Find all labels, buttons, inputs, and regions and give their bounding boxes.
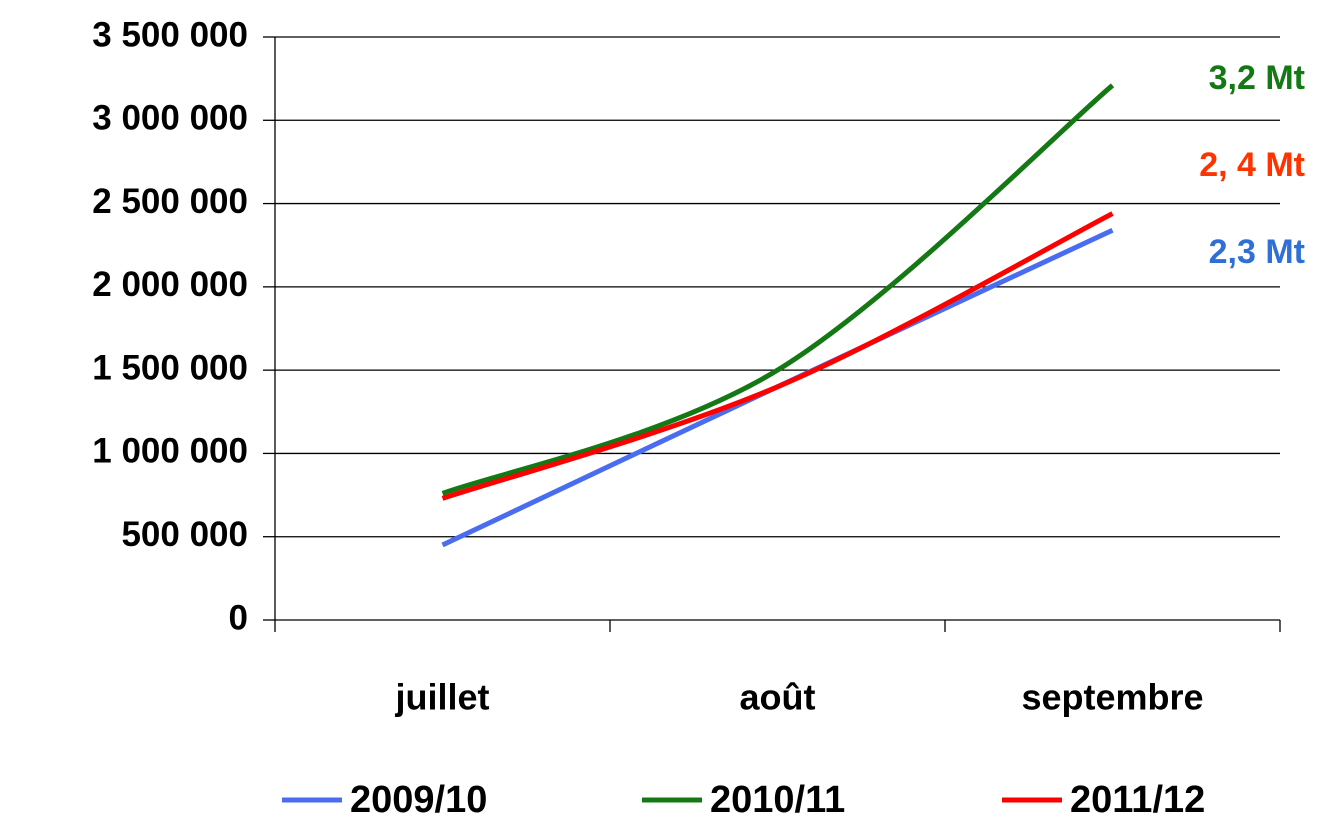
- y-tick-label: 3 000 000: [92, 99, 248, 138]
- x-tick-label: août: [740, 677, 816, 718]
- y-tick-label: 1 000 000: [92, 432, 248, 471]
- y-tick-label: 2 000 000: [92, 265, 248, 304]
- legend-label: 2010/11: [710, 779, 845, 821]
- series-line: [441, 83, 1115, 496]
- annotation: 2,3 Mt: [1209, 233, 1305, 271]
- x-tick-label: juillet: [394, 677, 489, 718]
- y-tick-label: 0: [229, 598, 248, 637]
- series-line: [441, 211, 1114, 501]
- legend-label: 2011/12: [1070, 779, 1205, 821]
- annotation: 3,2 Mt: [1209, 59, 1305, 97]
- annotation: 2, 4 Mt: [1199, 146, 1305, 184]
- y-tick-label: 1 500 000: [92, 348, 248, 387]
- y-tick-label: 2 500 000: [92, 182, 248, 221]
- y-tick-label: 3 500 000: [92, 15, 248, 54]
- legend-label: 2009/10: [350, 779, 487, 821]
- x-tick-label: septembre: [1021, 677, 1203, 718]
- y-tick-label: 500 000: [121, 515, 248, 554]
